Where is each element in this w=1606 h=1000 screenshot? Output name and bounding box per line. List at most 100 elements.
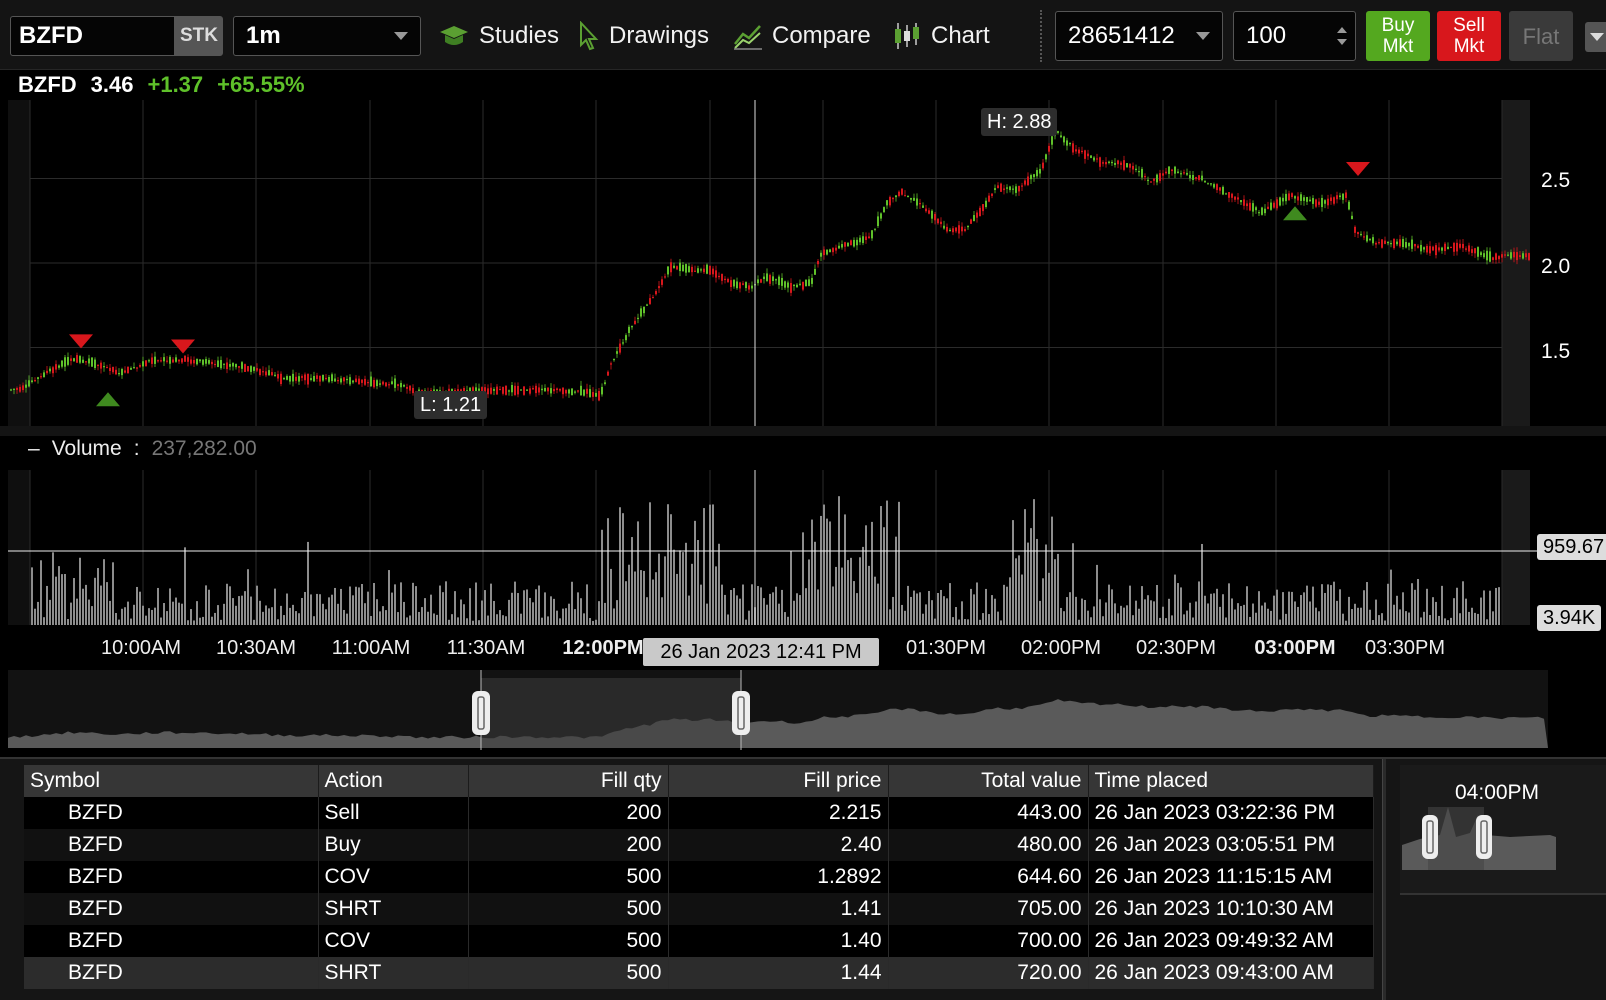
- mini-navigator[interactable]: 04:00PM: [1400, 765, 1606, 895]
- candle-body: [892, 197, 894, 200]
- volume-bar: [157, 587, 159, 625]
- volume-bar: [826, 518, 828, 625]
- volume-bar: [373, 582, 375, 625]
- candle-body: [346, 378, 348, 381]
- navigator-handle-left[interactable]: [472, 670, 490, 750]
- volume-bar: [775, 586, 777, 625]
- volume-bar: [1414, 589, 1416, 625]
- interval-select[interactable]: 1m: [233, 16, 421, 56]
- mini-handle-right[interactable]: [1476, 815, 1492, 859]
- column-header-fill-qty[interactable]: Fill qty: [468, 765, 669, 797]
- candle-body: [1318, 201, 1320, 205]
- candle-body: [871, 230, 873, 239]
- volume-bar: [688, 595, 690, 625]
- table-row[interactable]: BZFD Sell 200 2.215 443.00 26 Jan 2023 0…: [24, 797, 1374, 829]
- volume-bar: [175, 597, 177, 625]
- volume-bar: [730, 589, 732, 625]
- buy-market-button[interactable]: Buy Mkt: [1366, 11, 1430, 61]
- compare-button[interactable]: Compare: [733, 14, 871, 58]
- candle-body: [601, 386, 603, 395]
- volume-bar: [781, 589, 783, 625]
- collapse-icon[interactable]: –: [28, 437, 40, 460]
- volume-bar: [1480, 597, 1482, 625]
- candle-body: [253, 366, 255, 371]
- volume-bar: [340, 588, 342, 625]
- candle-body: [994, 188, 996, 190]
- column-header-fill-price[interactable]: Fill price: [668, 765, 889, 797]
- column-header-total-value[interactable]: Total value: [888, 765, 1089, 797]
- volume-bar: [118, 619, 120, 625]
- table-row[interactable]: BZFD SHRT 500 1.41 705.00 26 Jan 2023 10…: [24, 893, 1374, 925]
- quantity-stepper[interactable]: 100: [1233, 11, 1356, 61]
- candle-body: [799, 283, 801, 285]
- candle-body: [190, 359, 192, 364]
- candle-body: [970, 219, 972, 224]
- candle-body: [1228, 192, 1230, 198]
- volume-bar: [829, 521, 831, 625]
- column-header-symbol[interactable]: Symbol: [24, 765, 319, 797]
- table-row[interactable]: BZFD Buy 200 2.40 480.00 26 Jan 2023 03:…: [24, 829, 1374, 861]
- candle-body: [703, 268, 705, 273]
- volume-bar: [1345, 620, 1347, 625]
- volume-bar: [1195, 601, 1197, 625]
- volume-bar: [988, 614, 990, 625]
- candle-body: [724, 278, 726, 281]
- volume-bar: [1492, 611, 1494, 625]
- volume-bar: [514, 581, 516, 625]
- volume-bar: [976, 582, 978, 625]
- studies-button[interactable]: Studies: [438, 14, 559, 58]
- chart-settings-button[interactable]: Chart: [892, 14, 990, 58]
- toolbar-divider: [1040, 10, 1042, 62]
- security-type-badge[interactable]: STK: [175, 16, 223, 56]
- volume-bar: [1489, 590, 1491, 625]
- volume-bar: [436, 614, 438, 625]
- candle-body: [1327, 198, 1329, 206]
- column-header-action[interactable]: Action: [318, 765, 469, 797]
- navigator-handle-right[interactable]: [732, 670, 750, 750]
- candle-body: [313, 375, 315, 382]
- candle-body: [1339, 195, 1341, 198]
- candle-body: [1150, 181, 1152, 183]
- account-select[interactable]: 28651412: [1055, 11, 1223, 61]
- candle-body: [370, 376, 372, 387]
- candle-body: [784, 281, 786, 288]
- candle-body: [877, 216, 879, 227]
- candle-body: [934, 213, 936, 221]
- candle-body: [1486, 250, 1488, 261]
- volume-bar: [502, 615, 504, 625]
- volume-bar: [1114, 603, 1116, 625]
- candle-body: [904, 195, 906, 197]
- price-chart[interactable]: [0, 70, 1606, 757]
- volume-bar: [184, 547, 186, 625]
- table-row[interactable]: BZFD COV 500 1.40 700.00 26 Jan 2023 09:…: [24, 925, 1374, 957]
- column-header-time-placed[interactable]: Time placed: [1088, 765, 1374, 797]
- orders-table: Symbol Action Fill qty Fill price Total …: [24, 765, 1374, 989]
- volume-bar: [838, 496, 840, 625]
- candle-body: [505, 385, 507, 395]
- candle-body: [1072, 143, 1074, 153]
- stepper-arrows-icon[interactable]: [1337, 27, 1347, 45]
- more-menu-button[interactable]: [1585, 22, 1606, 52]
- candle-body: [745, 282, 747, 289]
- volume-bar: [295, 611, 297, 625]
- candle-body: [628, 326, 630, 333]
- symbol-input[interactable]: BZFD: [10, 16, 175, 56]
- volume-bar: [484, 590, 486, 625]
- panel-divider[interactable]: [1382, 759, 1386, 1000]
- drawings-button[interactable]: Drawings: [578, 14, 709, 58]
- candle-body: [610, 363, 612, 365]
- chart-toolbar: BZFD STK 1m Studies Drawings Compare: [0, 0, 1606, 70]
- candle-body: [571, 388, 573, 396]
- navigator-window[interactable]: [481, 678, 741, 748]
- mini-handle-left[interactable]: [1422, 815, 1438, 859]
- flat-button[interactable]: Flat: [1509, 11, 1573, 61]
- candle-body: [277, 374, 279, 379]
- table-row[interactable]: BZFD SHRT 500 1.44 720.00 26 Jan 2023 09…: [24, 957, 1374, 989]
- sell-market-button[interactable]: Sell Mkt: [1437, 11, 1501, 61]
- candle-body: [562, 387, 564, 395]
- candle-body: [1375, 242, 1377, 245]
- volume-bar: [889, 609, 891, 625]
- volume-bar: [892, 596, 894, 625]
- candle-body: [1027, 176, 1029, 186]
- table-row[interactable]: BZFD COV 500 1.2892 644.60 26 Jan 2023 1…: [24, 861, 1374, 893]
